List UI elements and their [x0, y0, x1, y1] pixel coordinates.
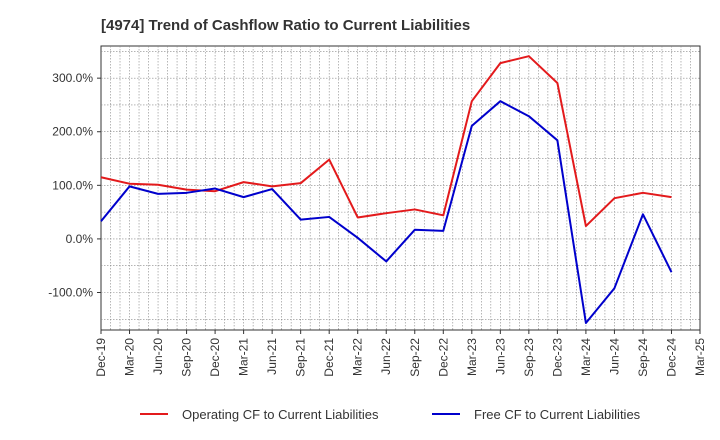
y-tick-label: 200.0%	[52, 125, 93, 139]
plot-area	[100, 45, 701, 331]
x-tick-label: Sep-23	[522, 338, 536, 377]
x-tick-label: Sep-22	[408, 338, 422, 377]
x-axis: Dec-19 Mar-20 Jun-20 Sep-20 Dec-20 Mar-21 Jun-…	[94, 330, 707, 377]
x-tick-label: Dec-20	[208, 338, 222, 377]
y-tick-label: 0.0%	[66, 232, 94, 246]
x-tick-label: Jun-23	[493, 338, 507, 375]
legend-label: Free CF to Current Liabilities	[474, 407, 641, 422]
grid	[101, 46, 700, 330]
x-tick-label: Jun-21	[265, 338, 279, 375]
chart-title: [4974] Trend of Cashflow Ratio to Curren…	[101, 17, 470, 34]
x-tick-label: Sep-20	[180, 338, 194, 377]
x-tick-label: Dec-22	[436, 338, 450, 377]
x-tick-label: Mar-22	[351, 338, 365, 376]
x-tick-label: Dec-24	[664, 338, 678, 377]
x-tick-label: Mar-20	[123, 338, 137, 376]
x-tick-label: Jun-22	[379, 338, 393, 375]
x-tick-label: Mar-25	[693, 338, 707, 376]
x-tick-label: Mar-23	[465, 338, 479, 376]
x-tick-label: Dec-21	[322, 338, 336, 377]
x-tick-label: Mar-24	[579, 338, 593, 376]
x-tick-label: Dec-19	[94, 338, 108, 377]
x-tick-label: Sep-21	[294, 338, 308, 377]
legend: Operating CF to Current Liabilities Free …	[140, 407, 641, 422]
operating-cf-line	[100, 55, 672, 228]
series-lines	[100, 55, 673, 325]
y-tick-label: -100.0%	[48, 285, 93, 299]
x-tick-label: Dec-23	[550, 338, 564, 377]
y-tick-label: 100.0%	[52, 178, 93, 192]
x-tick-label: Mar-21	[237, 338, 251, 376]
x-tick-label: Sep-24	[636, 338, 650, 377]
free-cf-line	[100, 100, 673, 325]
x-tick-label: Jun-24	[607, 338, 621, 375]
y-tick-label: 300.0%	[52, 71, 93, 85]
legend-label: Operating CF to Current Liabilities	[182, 407, 379, 422]
x-tick-label: Jun-20	[151, 338, 165, 375]
y-axis: -100.0% 0.0% 100.0% 200.0% 300.0%	[48, 71, 101, 299]
